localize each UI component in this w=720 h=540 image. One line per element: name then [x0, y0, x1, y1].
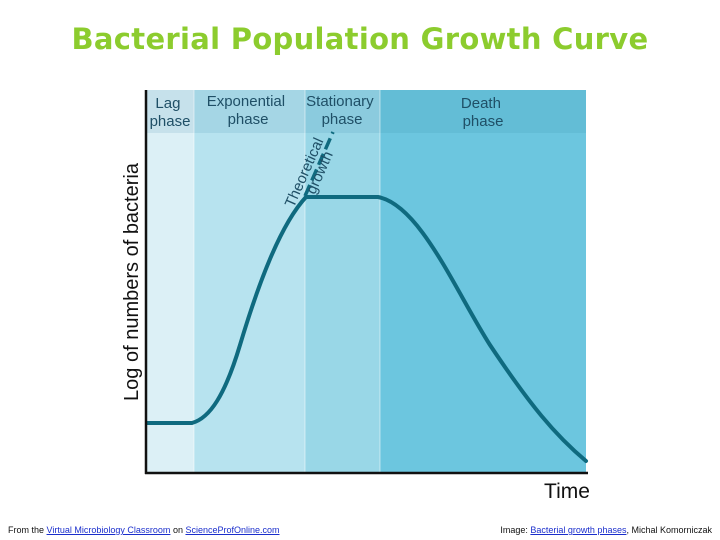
y-axis-label: Log of numbers of bacteria [121, 162, 143, 401]
growth-curve-line [145, 195, 588, 463]
lag-phase-band [147, 90, 194, 473]
stationary-phase-label: Stationary phase [306, 93, 378, 128]
page-title: Bacterial Population Growth Curve [71, 22, 649, 56]
footer-source: From the Virtual Microbiology Classroom … [8, 525, 280, 535]
footer-image-credit: Image: Bacterial growth phases, Michal K… [500, 525, 712, 535]
footer-author: , Michal Komorniczak [626, 525, 712, 535]
lag-phase-label: Lag phase [150, 95, 191, 130]
theoretical-growth-line [303, 131, 335, 197]
footer-image-prefix: Image: [500, 525, 528, 535]
stationary-phase-band [305, 90, 380, 473]
footer: From the Virtual Microbiology Classroom … [0, 525, 720, 540]
exponential-phase-label: Exponential phase [207, 93, 290, 128]
scienceprofonline-link[interactable]: ScienceProfOnline.com [185, 525, 280, 535]
phase-header-strip [147, 90, 586, 133]
death-phase-band [380, 90, 586, 473]
bacterial-growth-phases-link[interactable]: Bacterial growth phases [530, 525, 627, 535]
exponential-phase-band [194, 90, 305, 473]
footer-on-text: on [172, 525, 183, 535]
virtual-microbiology-link[interactable]: Virtual Microbiology Classroom [46, 525, 171, 535]
x-axis-label: Time [544, 480, 590, 503]
death-phase-label: Death phase [461, 95, 505, 130]
footer-from-text: From the [8, 525, 45, 535]
